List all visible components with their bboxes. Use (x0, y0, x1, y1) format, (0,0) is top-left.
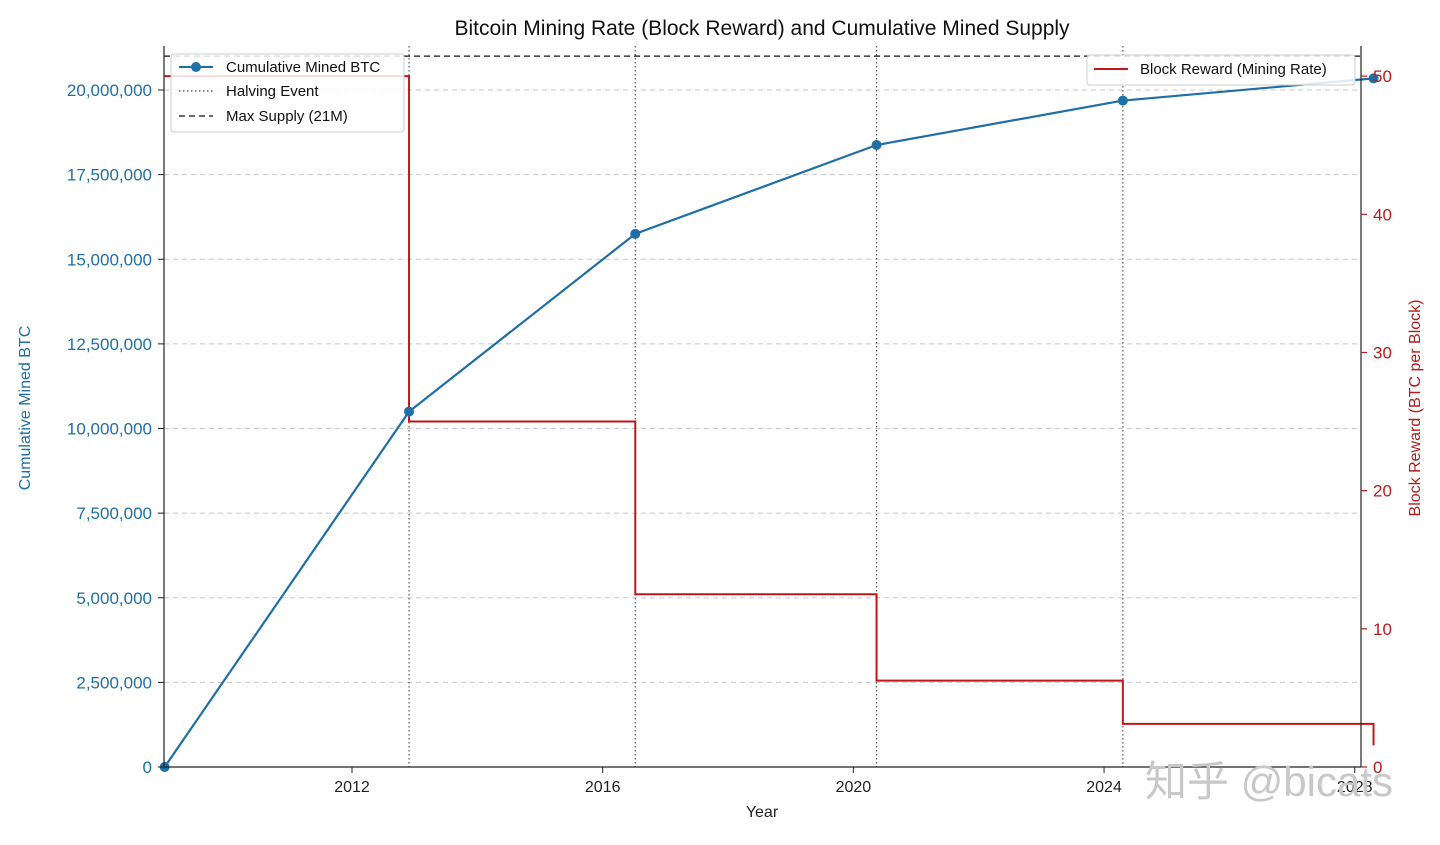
cumulative-supply-point-4 (1117, 95, 1128, 106)
x-tick-label-0: 2012 (334, 779, 370, 796)
legend-reward-label: Block Reward (Mining Rate) (1140, 61, 1327, 78)
y-left-tick-label-5: 12,500,000 (67, 335, 152, 354)
legend-left-box (170, 53, 405, 133)
y-right-tick-label-0: 0 (1373, 758, 1382, 777)
x-tick-label-1: 2016 (585, 779, 621, 796)
y-left-tick-label-4: 10,000,000 (67, 420, 152, 439)
y-left-tick-label-3: 7,500,000 (76, 504, 152, 523)
legend-supply-marker (191, 62, 201, 72)
axes (158, 46, 1367, 773)
y-left-tick-label-1: 2,500,000 (76, 673, 152, 692)
x-tick-label-2: 2020 (836, 779, 872, 796)
legend-halving-label: Halving Event (226, 83, 319, 100)
y-right-tick-label-5: 50 (1373, 67, 1392, 86)
cumulative-supply-line (163, 77, 1374, 768)
legend-maxsupply-label: Max Supply (21M) (226, 108, 348, 125)
legend-right: Block Reward (Mining Rate) (1086, 54, 1356, 86)
y-axis-left-title: Cumulative Mined BTC (17, 326, 34, 491)
y-left-tick-label-2: 5,000,000 (76, 589, 152, 608)
y-left-tick-label-8: 20,000,000 (67, 81, 152, 100)
block-reward-step-line (164, 75, 1375, 746)
chart-title: Bitcoin Mining Rate (Block Reward) and C… (454, 17, 1070, 40)
legend-supply-label: Cumulative Mined BTC (226, 59, 380, 76)
y-left-tick-label-0: 0 (143, 758, 152, 777)
y-left-tick-label-7: 17,500,000 (67, 166, 152, 185)
y-right-tick-label-2: 20 (1373, 482, 1392, 501)
cumulative-supply-point-3 (871, 140, 882, 151)
cumulative-supply-point-1 (404, 406, 415, 417)
x-tick-label-4: 2028 (1337, 779, 1373, 796)
y-left-tick-label-6: 15,000,000 (67, 250, 152, 269)
x-tick-label-3: 2024 (1086, 779, 1122, 796)
legend-right-box (1086, 54, 1356, 86)
legend-left: Cumulative Mined BTC Halving Event Max S… (170, 53, 405, 133)
cumulative-supply-point-2 (630, 228, 641, 239)
y-right-tick-label-3: 30 (1373, 343, 1392, 362)
halving-lines (408, 46, 1124, 767)
watermark: 知乎 @bicats (1145, 758, 1393, 805)
y-right-tick-label-4: 40 (1373, 205, 1392, 224)
y-right-tick-label-1: 10 (1373, 620, 1392, 639)
x-axis-title: Year (746, 804, 779, 821)
cumulative-supply-point-5 (1368, 73, 1379, 84)
block-reward-series (164, 75, 1375, 746)
grid-lines (164, 89, 1361, 683)
tick-labels: 0 2,500,000 5,000,000 7,500,000 10,000,000 12… (67, 67, 1392, 796)
y-axis-right-title: Block Reward (BTC per Block) (1407, 300, 1424, 517)
cumulative-supply-series (159, 73, 1379, 772)
